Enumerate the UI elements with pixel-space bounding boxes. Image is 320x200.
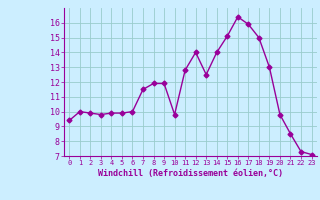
X-axis label: Windchill (Refroidissement éolien,°C): Windchill (Refroidissement éolien,°C) [98,169,283,178]
